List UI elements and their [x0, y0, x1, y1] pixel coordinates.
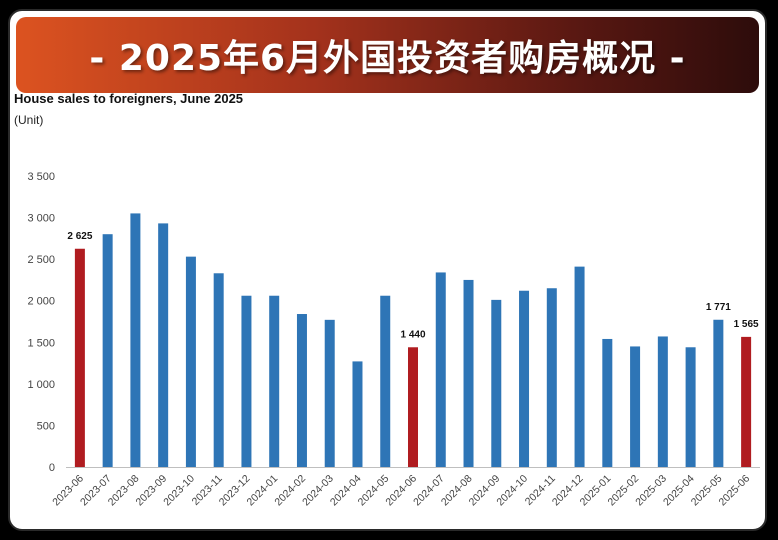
bar-2023-12 [241, 295, 252, 467]
banner-title: - 2025年6月外国投资者购房概况 - [89, 38, 686, 79]
bar-2024-01 [269, 295, 280, 467]
x-tick-label: 2024-10 [494, 473, 530, 509]
y-tick-label: 3 000 [27, 213, 55, 225]
bar-2023-10 [185, 256, 196, 467]
y-tick-label: 1 000 [27, 379, 55, 391]
x-tick-label: 2023-10 [161, 473, 197, 509]
bar-series [74, 213, 752, 467]
bar-2023-08 [130, 213, 141, 467]
bar-2024-10 [519, 290, 530, 467]
chart-title: House sales to foreigners, June 2025 [14, 91, 244, 106]
bar-2023-11 [213, 273, 224, 467]
y-tick-label: 1 500 [27, 337, 55, 349]
bar-2025-06 [741, 336, 752, 467]
x-axis: 2023-062023-072023-082023-092023-102023-… [50, 467, 760, 509]
bar-2023-09 [158, 223, 169, 467]
title-banner: - 2025年6月外国投资者购房概况 - [16, 17, 759, 93]
data-label-2025-05: 1 771 [706, 302, 731, 313]
bar-2023-07 [102, 234, 113, 467]
bar-2023-06 [74, 248, 85, 467]
data-label-2025-06: 1 565 [734, 319, 759, 330]
bar-2024-03 [324, 319, 335, 467]
y-tick-label: 3 500 [27, 171, 55, 183]
y-tick-label: 2 000 [27, 296, 55, 308]
bar-2024-06 [408, 347, 418, 467]
bar-2025-05 [713, 319, 724, 467]
bar-2025-01 [602, 338, 613, 467]
bar-2024-04 [352, 361, 363, 467]
data-label-2023-06: 2 625 [67, 231, 92, 242]
bar-2024-07 [435, 272, 446, 467]
y-tick-label: 0 [49, 462, 55, 474]
bar-2025-03 [657, 336, 668, 467]
bar-2025-02 [630, 346, 641, 467]
x-tick-label: 2025-06 [716, 473, 752, 509]
bar-2024-02 [296, 314, 307, 467]
bar-2025-04 [685, 347, 696, 467]
bar-2024-05 [380, 295, 391, 467]
data-label-2024-06: 1 440 [400, 329, 425, 340]
bar-2024-08 [463, 279, 474, 467]
chart-unit-label: (Unit) [14, 113, 44, 127]
bar-2024-12 [574, 266, 585, 467]
y-tick-label: 2 500 [27, 254, 55, 266]
bar-2024-11 [546, 288, 557, 467]
bar-2024-09 [491, 299, 502, 467]
y-tick-label: 500 [37, 420, 55, 432]
y-axis: 0 500 1 000 1 500 2 000 2 500 3 000 3 500 [27, 171, 55, 474]
